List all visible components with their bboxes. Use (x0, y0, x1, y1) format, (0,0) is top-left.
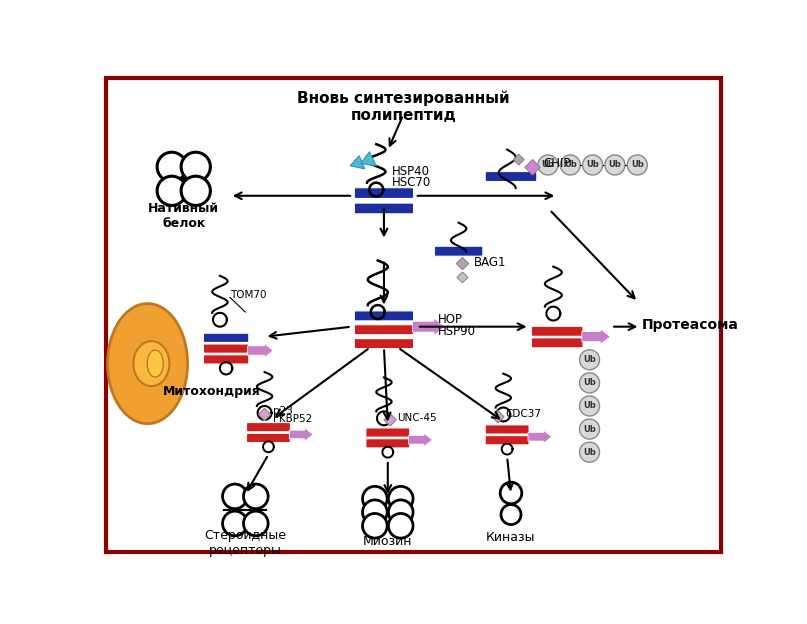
Text: Ub: Ub (631, 160, 644, 170)
Polygon shape (361, 152, 376, 166)
Text: Ub: Ub (541, 160, 554, 170)
Text: Митохондрия: Митохондрия (163, 385, 261, 398)
FancyArrow shape (582, 329, 610, 344)
Ellipse shape (107, 303, 187, 424)
FancyBboxPatch shape (531, 338, 583, 348)
Circle shape (362, 486, 387, 511)
FancyArrow shape (528, 430, 552, 443)
Polygon shape (513, 154, 524, 165)
Text: Ub: Ub (583, 447, 596, 457)
FancyBboxPatch shape (434, 246, 483, 256)
Circle shape (244, 484, 268, 509)
Polygon shape (456, 257, 469, 270)
FancyBboxPatch shape (366, 439, 410, 448)
Text: Киназы: Киназы (487, 531, 536, 544)
Text: HSP40: HSP40 (391, 165, 429, 178)
Text: Ub: Ub (586, 160, 599, 170)
Polygon shape (350, 156, 365, 169)
Circle shape (583, 155, 603, 175)
Text: CDC37: CDC37 (506, 409, 541, 419)
Text: Вновь синтезированный
полипептид: Вновь синтезированный полипептид (297, 90, 509, 123)
Circle shape (157, 152, 186, 182)
Circle shape (579, 419, 600, 439)
Circle shape (181, 152, 211, 182)
Circle shape (605, 155, 625, 175)
FancyArrow shape (412, 318, 445, 335)
Text: Ub: Ub (583, 355, 596, 364)
Circle shape (500, 482, 522, 504)
FancyArrow shape (408, 433, 433, 446)
FancyArrow shape (248, 344, 273, 358)
Circle shape (388, 514, 413, 538)
FancyBboxPatch shape (485, 425, 529, 434)
FancyBboxPatch shape (485, 172, 537, 182)
Polygon shape (491, 411, 504, 423)
Text: CHIP: CHIP (543, 157, 571, 170)
FancyBboxPatch shape (354, 339, 413, 349)
FancyBboxPatch shape (485, 436, 529, 445)
Circle shape (560, 155, 580, 175)
FancyBboxPatch shape (106, 78, 721, 552)
Text: p23: p23 (273, 406, 293, 416)
Text: UNC-45: UNC-45 (397, 412, 437, 422)
Circle shape (579, 396, 600, 416)
Circle shape (362, 500, 387, 525)
FancyArrow shape (289, 428, 313, 441)
Polygon shape (457, 272, 468, 283)
Circle shape (388, 486, 413, 511)
Text: Ub: Ub (583, 378, 596, 388)
FancyBboxPatch shape (203, 344, 249, 353)
Polygon shape (384, 414, 396, 426)
Text: HSP90: HSP90 (438, 324, 476, 338)
Text: Миозин: Миозин (363, 535, 412, 548)
Text: Ub: Ub (564, 160, 577, 170)
FancyBboxPatch shape (354, 203, 413, 214)
Circle shape (579, 442, 600, 462)
Ellipse shape (147, 350, 163, 377)
FancyBboxPatch shape (246, 433, 291, 442)
FancyBboxPatch shape (354, 188, 413, 198)
Circle shape (579, 373, 600, 393)
Circle shape (244, 511, 268, 536)
Polygon shape (525, 160, 540, 175)
Circle shape (223, 484, 247, 509)
Circle shape (181, 176, 211, 205)
Circle shape (538, 155, 558, 175)
FancyBboxPatch shape (246, 422, 291, 432)
FancyBboxPatch shape (354, 311, 413, 321)
Text: FKBP52: FKBP52 (273, 414, 312, 424)
Ellipse shape (501, 505, 521, 525)
Text: Ub: Ub (583, 401, 596, 411)
Text: BAG1: BAG1 (474, 256, 507, 270)
Text: Стероидные
рецепторы: Стероидные рецепторы (204, 529, 286, 557)
Polygon shape (258, 408, 271, 421)
Circle shape (579, 350, 600, 370)
Circle shape (223, 511, 247, 536)
Text: HOP: HOP (438, 313, 463, 326)
Circle shape (388, 500, 413, 525)
FancyBboxPatch shape (366, 428, 410, 437)
FancyBboxPatch shape (203, 355, 249, 364)
Ellipse shape (133, 341, 169, 386)
Text: HSC70: HSC70 (391, 176, 431, 189)
Text: Ub: Ub (583, 424, 596, 434)
FancyBboxPatch shape (531, 326, 583, 336)
Circle shape (627, 155, 647, 175)
Text: Нативный
белок: Нативный белок (148, 202, 220, 230)
FancyBboxPatch shape (354, 324, 413, 334)
FancyBboxPatch shape (203, 333, 249, 343)
Circle shape (157, 176, 186, 205)
Circle shape (362, 514, 387, 538)
Text: Ub: Ub (608, 160, 621, 170)
Text: TOM70: TOM70 (230, 290, 266, 300)
Text: Протеасома: Протеасома (642, 318, 738, 332)
